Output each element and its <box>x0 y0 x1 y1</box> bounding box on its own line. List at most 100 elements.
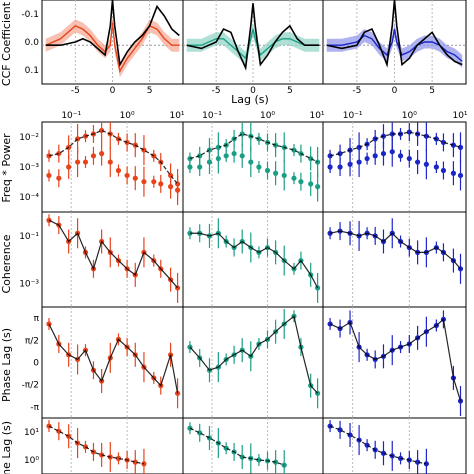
coherence-panel-frame <box>322 211 467 308</box>
power-top-xtick-label: 10¹ <box>169 111 184 121</box>
ccf-series-line <box>45 22 180 74</box>
power-data-point <box>397 153 404 159</box>
power-data-point <box>239 153 245 159</box>
ccf-xtick-label: 0 <box>392 86 398 96</box>
phase-ylabel: Phase Lag (s) <box>0 328 13 402</box>
power-data-point <box>197 164 203 170</box>
power-data-point <box>223 153 229 159</box>
ccf-series-line <box>45 0 180 68</box>
timelag-data-point <box>397 455 404 461</box>
ccf-xtick-label: -5 <box>212 86 221 96</box>
power-data-point <box>158 181 164 187</box>
ccf-series-line <box>326 0 463 68</box>
timelag-data-point <box>337 427 343 433</box>
power-top-xtick-label: 10¹ <box>309 111 324 121</box>
power-data-point <box>433 164 439 170</box>
phase-ytick-label: π <box>34 314 40 324</box>
ccf-ytick-label: -0.1 <box>21 10 39 20</box>
power-top-xtick-label: 10⁻¹ <box>61 111 81 121</box>
ccf-xtick-label: 5 <box>429 86 435 96</box>
power-data-point <box>308 155 314 162</box>
power-top-xtick-label: 10⁻¹ <box>202 111 222 121</box>
timelag-ytick-label: 10⁰ <box>24 456 39 466</box>
coherence-panel-frame <box>41 211 184 308</box>
power-data-point <box>206 159 213 165</box>
phase-panel-frame <box>41 306 184 419</box>
ccf-xtick-label: 5 <box>147 86 153 96</box>
power-data-point <box>457 172 464 179</box>
ccf-xtick-label: 5 <box>287 86 293 96</box>
power-top-xtick-label: 10⁰ <box>402 111 417 121</box>
power-panel-frame <box>322 121 467 213</box>
timelag-data-point <box>256 457 262 463</box>
power-data-point <box>124 172 130 179</box>
power-data-point <box>90 153 97 159</box>
power-model-curve <box>48 129 179 185</box>
power-data-point <box>327 164 333 170</box>
timelag-model-curve <box>48 425 145 465</box>
phase-model-curve <box>329 318 462 402</box>
ccf-ytick-label: 0.0 <box>25 38 40 48</box>
power-data-point <box>115 167 122 174</box>
power-top-xtick-label: 10⁻¹ <box>343 111 363 121</box>
phase-ytick-label: π/2 <box>25 336 39 346</box>
power-data-point <box>215 155 221 162</box>
timelag-panel-frame <box>41 417 184 474</box>
power-ytick-label: 10⁻² <box>19 133 39 143</box>
power-data-point <box>450 170 457 176</box>
ccf-panel-frame <box>322 0 467 85</box>
power-data-point <box>406 129 412 135</box>
power-data-point <box>141 147 147 153</box>
phase-ytick-label: -π <box>30 403 39 413</box>
power-data-point <box>46 172 52 179</box>
timelag-panel-frame <box>322 417 467 474</box>
timelag-data-point <box>115 455 122 461</box>
power-data-point <box>356 159 362 165</box>
timelag-ytick-label: 10¹ <box>24 428 39 438</box>
phase-model-curve <box>189 315 319 394</box>
power-data-point <box>291 175 297 181</box>
coherence-model-curve <box>48 219 179 289</box>
power-data-point <box>99 150 105 157</box>
power-data-point <box>389 149 395 155</box>
ccf-ytick-label: 0.1 <box>25 66 39 76</box>
coherence-model-curve <box>189 232 319 289</box>
power-data-point <box>347 161 353 167</box>
power-data-point <box>308 181 314 187</box>
ccf-xtick-label: 0 <box>250 86 256 96</box>
power-model-curve <box>329 131 461 157</box>
power-top-xtick-label: 10¹ <box>452 111 467 121</box>
ccf-confidence-band <box>186 22 320 65</box>
timelag-data-point <box>56 428 62 434</box>
power-data-point <box>298 179 304 185</box>
power-data-point <box>406 155 412 162</box>
phase-ytick-label: -π/2 <box>22 381 39 391</box>
power-model-curve <box>189 133 318 163</box>
power-data-point <box>99 127 105 134</box>
power-data-point <box>248 159 254 165</box>
power-data-point <box>273 170 279 176</box>
power-data-point <box>187 155 193 162</box>
timelag-data-point <box>187 425 193 431</box>
phase-ytick-label: 0 <box>33 359 39 369</box>
power-data-point <box>457 144 464 150</box>
coherence-data-point <box>187 230 193 236</box>
power-data-point <box>56 175 62 181</box>
ccf-xtick-label: 0 <box>110 86 116 96</box>
ccf-confidence-band <box>326 22 463 68</box>
coherence-ylabel: Coherence <box>0 234 13 293</box>
ccf-ylabel: CCF Coefficient <box>0 1 13 86</box>
power-data-point <box>281 172 287 179</box>
ccf-xlabel: Lag (s) <box>231 93 269 106</box>
power-data-point <box>187 164 193 170</box>
ccf-series-line <box>186 3 320 71</box>
power-ytick-label: 10⁻³ <box>19 163 39 173</box>
power-data-point <box>56 150 62 157</box>
power-ylabel: Freq * Power <box>0 133 13 203</box>
power-data-point <box>337 164 343 170</box>
power-data-point <box>372 153 378 159</box>
power-data-point <box>423 133 429 139</box>
coherence-model-curve <box>329 230 461 270</box>
power-top-xtick-label: 10⁰ <box>120 111 135 121</box>
